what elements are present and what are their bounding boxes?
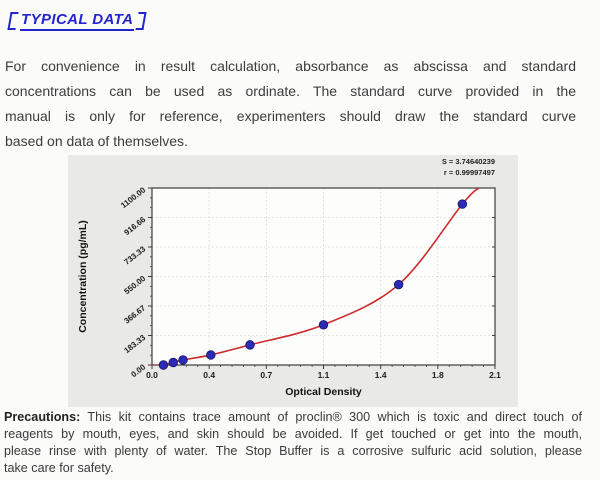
intro-line-2: concentrations can be used as ordinate. … <box>5 83 576 99</box>
fit-statistic-label: r = 0.99997497 <box>444 168 495 177</box>
x-tick-label: 2.1 <box>489 370 501 380</box>
y-tick-label: 916.66 <box>122 215 147 237</box>
intro-line-4: based on data of themselves. <box>5 133 188 149</box>
precautions-line-1: Precautions: This kit contains trace amo… <box>4 409 582 426</box>
data-point <box>168 357 178 368</box>
intro-line-3: manual is only for reference, experiment… <box>5 108 576 124</box>
left-lenticular-bracket-icon <box>7 12 19 30</box>
x-tick-label: 0.4 <box>203 370 215 380</box>
x-tick-label: 1.4 <box>375 370 387 380</box>
x-tick-label: 1.1 <box>318 370 330 380</box>
precautions-line-3: please rinse with plenty of water. The S… <box>4 444 582 458</box>
x-tick-label: 0.7 <box>260 370 272 380</box>
x-axis-title: Optical Density <box>285 386 362 398</box>
precautions-paragraph: Precautions: This kit contains trace amo… <box>4 409 582 477</box>
data-point <box>245 340 255 350</box>
y-axis-title: Concentration (pg/mL) <box>77 220 89 333</box>
y-tick-label: 1100.00 <box>119 185 147 210</box>
standard-curve-svg: 0.0 0.4 0.7 1.1 1.4 1.8 2.1 0.00 183.33 366.67 550… <box>77 157 501 398</box>
y-tick-label: 366.67 <box>122 303 147 325</box>
data-point <box>158 360 169 370</box>
data-point <box>178 355 188 365</box>
precautions-line-2: reagents by mouth, eyes, and skin should… <box>4 427 582 441</box>
data-point <box>206 350 216 360</box>
precautions-line-1-text: This kit contains trace amount of procli… <box>80 410 582 424</box>
section-heading: TYPICAL DATA <box>7 11 147 31</box>
data-point <box>457 199 468 209</box>
data-point <box>393 279 404 290</box>
intro-line-1: For convenience in result calculation, a… <box>5 58 576 74</box>
section-heading-text: TYPICAL DATA <box>20 11 135 31</box>
y-tick-label: 550.00 <box>122 274 147 296</box>
intro-paragraph: For convenience in result calculation, a… <box>5 54 576 154</box>
x-tick-label: 0.0 <box>146 370 158 380</box>
y-tick-label: 0.00 <box>129 362 147 379</box>
y-tick-label: 183.33 <box>122 333 147 355</box>
right-lenticular-bracket-icon <box>135 12 147 30</box>
precautions-label: Precautions: <box>4 410 81 424</box>
precautions-line-4: take care for safety. <box>4 461 114 475</box>
fit-statistic-label: S = 3.74640239 <box>442 157 495 166</box>
data-point <box>318 320 329 330</box>
y-tick-label: 733.33 <box>122 244 147 266</box>
standard-curve-figure: 0.0 0.4 0.7 1.1 1.4 1.8 2.1 0.00 183.33 366.67 550… <box>68 155 518 407</box>
x-tick-label: 1.8 <box>432 370 444 380</box>
